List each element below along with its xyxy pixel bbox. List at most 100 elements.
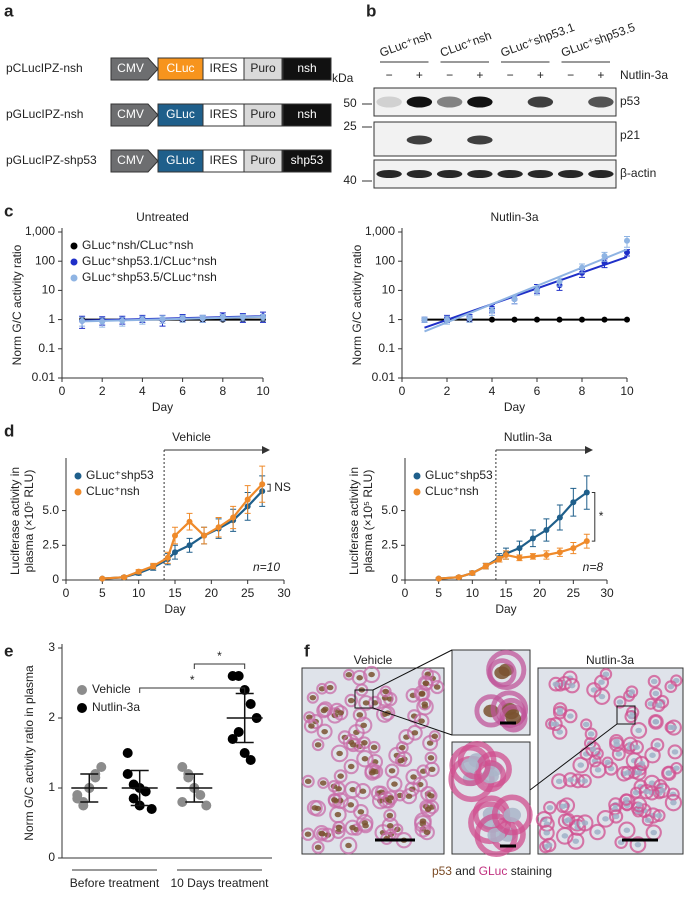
y-tick-label: 5.0 — [42, 503, 59, 517]
x-axis-label: Day — [164, 602, 185, 616]
data-point — [489, 307, 495, 314]
part-label: CMV — [117, 61, 144, 75]
gluc-stain — [351, 669, 368, 686]
caption-part: GLuc — [479, 864, 508, 878]
nucleus — [433, 684, 441, 690]
nucleus — [633, 744, 640, 750]
caption-part: staining — [507, 864, 552, 878]
nucleus — [359, 788, 367, 794]
data-point — [195, 790, 206, 800]
data-point — [79, 317, 86, 324]
nucleus — [650, 678, 658, 685]
gluc-stain — [631, 796, 648, 813]
data-point — [260, 314, 266, 321]
x-tick-label: 8 — [219, 384, 226, 398]
band — [406, 135, 433, 145]
nucleus — [388, 768, 396, 774]
inset-box — [354, 689, 374, 709]
legend-marker — [74, 472, 82, 480]
gluc-stain — [572, 756, 590, 774]
gluc-stain — [548, 676, 564, 692]
treatment-sign: − — [446, 68, 453, 82]
legend-marker — [70, 258, 78, 266]
x-tick-label: 5 — [99, 586, 106, 600]
nucleus — [326, 684, 334, 691]
y-axis-label: plasma (×10⁵ RLU) — [361, 470, 375, 573]
nucleus — [405, 793, 413, 799]
data-point — [139, 316, 146, 323]
gluc-stain — [383, 790, 399, 806]
nucleus — [670, 799, 677, 806]
gluc-stain — [354, 783, 372, 800]
gluc-stain — [580, 718, 593, 731]
gluc-stain — [356, 750, 374, 768]
gluc-stain — [355, 716, 373, 734]
gluc-stain — [394, 754, 407, 767]
group-label: GLuc⁺nsh — [378, 28, 434, 60]
nucleus — [652, 719, 660, 725]
gluc-stain — [352, 707, 367, 722]
band — [376, 96, 402, 108]
construct-part — [282, 149, 332, 173]
nucleus — [349, 742, 357, 748]
bracket-label: NS — [274, 480, 291, 494]
part-label: Puro — [250, 107, 276, 121]
nucleus — [559, 803, 567, 809]
significance-bracket — [193, 663, 246, 669]
x-tick-label: 20 — [533, 586, 547, 600]
nucleus — [422, 680, 430, 686]
construct-part — [282, 57, 332, 81]
band — [527, 96, 554, 108]
nucleus — [347, 802, 355, 808]
data-point — [529, 535, 536, 542]
nucleus — [655, 702, 663, 709]
x-tick-label: 30 — [600, 586, 614, 600]
nucleus — [382, 688, 389, 695]
nucleus — [581, 820, 589, 826]
gluc-stain — [332, 705, 349, 721]
gluc-stain — [562, 772, 579, 788]
nucleus — [670, 724, 678, 731]
part-label: CMV — [117, 107, 144, 121]
x-tick-label: Before treatment — [70, 876, 160, 890]
y-axis-label: Norm G/C activity ratio — [350, 244, 364, 365]
data-point — [583, 489, 590, 496]
gluc-stain — [577, 773, 592, 789]
gluc-stain — [379, 685, 392, 698]
gluc-stain — [625, 685, 639, 699]
data-point — [624, 237, 630, 244]
nucleus — [349, 824, 356, 831]
nucleus — [567, 777, 574, 783]
y-tick-label: 0 — [48, 850, 55, 864]
panel-label: d — [4, 421, 14, 440]
gluc-stain — [303, 711, 316, 724]
data-point — [503, 552, 509, 559]
treatment-label: Nutlin-3a — [620, 68, 668, 82]
micrograph-title: Vehicle — [354, 653, 393, 667]
legend-label: GLuc⁺shp53.1/CLuc⁺nsh — [82, 254, 217, 268]
y-axis-label: Luciferase activity in — [8, 467, 22, 575]
gluc-stain — [613, 695, 627, 709]
gluc-stain — [344, 693, 358, 708]
nucleus — [428, 766, 436, 773]
mw-marker: 40 — [343, 173, 357, 187]
nucleus — [391, 781, 398, 787]
gluc-stain — [609, 736, 625, 752]
nucleus — [616, 699, 624, 705]
legend-label: GLuc⁺shp53 — [425, 468, 493, 482]
nucleus — [421, 701, 429, 707]
panel-label: f — [304, 641, 310, 660]
data-point — [511, 296, 518, 303]
gluc-stain — [584, 727, 598, 741]
data-point — [556, 278, 563, 285]
nucleus — [387, 795, 394, 801]
nucleus — [623, 827, 631, 833]
nucleus — [604, 759, 611, 766]
construct-name: pGLucIPZ-shp53 — [6, 153, 97, 167]
gluc-stain — [647, 714, 664, 730]
panel-label: c — [4, 201, 13, 220]
gluc-stain — [551, 773, 568, 790]
nucleus — [347, 763, 355, 770]
promoter-arrow — [110, 149, 159, 173]
part-label: nsh — [297, 107, 316, 121]
